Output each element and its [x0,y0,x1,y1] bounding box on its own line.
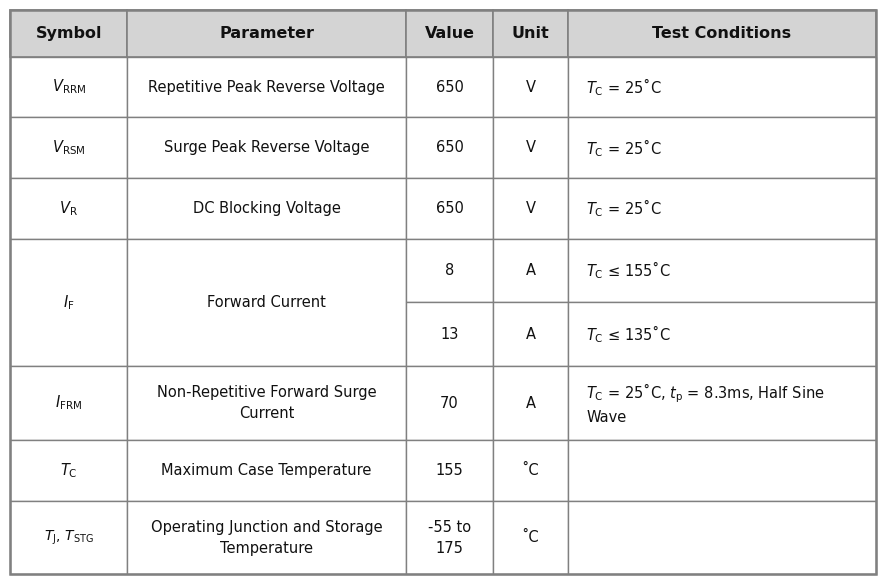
Text: Forward Current: Forward Current [207,295,326,310]
Text: $I_{\mathrm{F}}$: $I_{\mathrm{F}}$ [63,293,74,312]
Text: A: A [525,263,535,278]
Text: Operating Junction and Storage
Temperature: Operating Junction and Storage Temperatu… [151,520,383,555]
Bar [568,10,876,57]
Text: 650: 650 [436,201,463,216]
Bar [494,303,568,366]
Text: Symbol: Symbol [35,26,102,41]
Bar [128,440,406,501]
Text: 650: 650 [436,79,463,95]
Bar [494,178,568,239]
Text: Surge Peak Reverse Voltage: Surge Peak Reverse Voltage [164,140,369,155]
Text: Parameter: Parameter [219,26,314,41]
Bar [128,57,406,117]
Bar [406,501,494,574]
Bar [568,178,876,239]
Bar [128,501,406,574]
Bar [10,57,128,117]
Bar [568,366,876,440]
Text: Non-Repetitive Forward Surge
Current: Non-Repetitive Forward Surge Current [157,385,377,421]
Bar [10,117,128,178]
Text: $T_{\mathrm{C}}$: $T_{\mathrm{C}}$ [60,461,77,480]
Text: $T_{\mathrm{C}}$ = 25˚C: $T_{\mathrm{C}}$ = 25˚C [587,197,662,219]
Bar [406,10,494,57]
Bar [10,10,128,57]
Bar [406,57,494,117]
Bar [10,366,128,440]
Text: DC Blocking Voltage: DC Blocking Voltage [192,201,340,216]
Text: $V_{\mathrm{RRM}}$: $V_{\mathrm{RRM}}$ [51,78,86,96]
Bar [568,117,876,178]
Text: 70: 70 [440,395,459,411]
Text: $T_{\mathrm{C}}$ ≤ 155˚C: $T_{\mathrm{C}}$ ≤ 155˚C [587,260,671,281]
Text: 155: 155 [436,463,463,478]
Bar [10,440,128,501]
Text: Test Conditions: Test Conditions [652,26,791,41]
Text: Value: Value [424,26,475,41]
Bar [494,117,568,178]
Text: $T_{\mathrm{C}}$ = 25˚C: $T_{\mathrm{C}}$ = 25˚C [587,137,662,159]
Bar [10,178,128,239]
Bar [406,366,494,440]
Text: $T_{\mathrm{J}}$, $T_{\mathrm{STG}}$: $T_{\mathrm{J}}$, $T_{\mathrm{STG}}$ [43,529,94,547]
Text: $V_{\mathrm{R}}$: $V_{\mathrm{R}}$ [59,199,78,218]
Bar [494,501,568,574]
Bar [406,117,494,178]
Text: ˚C: ˚C [522,463,540,478]
Bar [494,366,568,440]
Text: $T_{\mathrm{C}}$ = 25˚C: $T_{\mathrm{C}}$ = 25˚C [587,76,662,98]
Bar [128,10,406,57]
Text: V: V [525,201,535,216]
Text: Unit: Unit [511,26,549,41]
Text: Repetitive Peak Reverse Voltage: Repetitive Peak Reverse Voltage [148,79,385,95]
Bar [494,57,568,117]
Text: 650: 650 [436,140,463,155]
Text: 13: 13 [440,326,459,342]
Text: $T_{\mathrm{C}}$ = 25˚C, $t_{\mathrm{p}}$ = 8.3ms, Half Sine
Wave: $T_{\mathrm{C}}$ = 25˚C, $t_{\mathrm{p}}… [587,381,825,425]
Bar [494,440,568,501]
Bar [494,239,568,303]
Bar [10,501,128,574]
Text: $T_{\mathrm{C}}$ ≤ 135˚C: $T_{\mathrm{C}}$ ≤ 135˚C [587,323,671,345]
Bar [128,366,406,440]
Text: A: A [525,395,535,411]
Text: V: V [525,140,535,155]
Bar [10,239,128,366]
Bar [406,178,494,239]
Bar [568,501,876,574]
Text: Maximum Case Temperature: Maximum Case Temperature [161,463,372,478]
Bar [568,239,876,303]
Text: $V_{\mathrm{RSM}}$: $V_{\mathrm{RSM}}$ [52,138,85,157]
Bar [128,117,406,178]
Text: $I_{\mathrm{FRM}}$: $I_{\mathrm{FRM}}$ [55,394,82,412]
Bar [406,239,494,303]
Text: -55 to
175: -55 to 175 [428,520,471,555]
Bar [406,303,494,366]
Bar [568,440,876,501]
Bar [128,239,406,366]
Text: V: V [525,79,535,95]
Text: 8: 8 [445,263,455,278]
Bar [406,440,494,501]
Text: ˚C: ˚C [522,530,540,545]
Bar [568,57,876,117]
Text: A: A [525,326,535,342]
Bar [128,178,406,239]
Bar [494,10,568,57]
Bar [568,303,876,366]
